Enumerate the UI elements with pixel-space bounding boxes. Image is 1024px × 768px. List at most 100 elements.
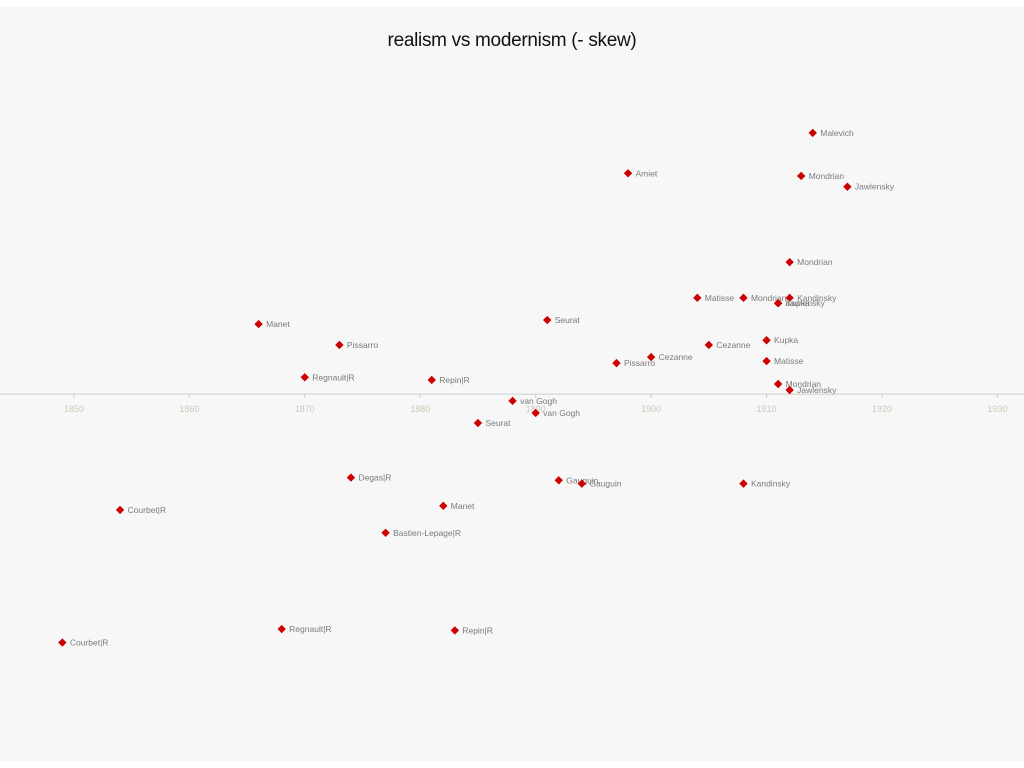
diamond-marker: [427, 375, 436, 385]
diamond-marker: [808, 128, 817, 138]
point-label: Manet: [266, 319, 290, 329]
data-point: Repin|R: [450, 625, 493, 635]
diamond-marker: [381, 528, 390, 537]
point-label: Repin|R: [462, 625, 493, 635]
point-label: Kandinsky: [797, 293, 837, 303]
point-label: Seurat: [555, 315, 581, 325]
diamond-marker: [577, 479, 587, 488]
data-point: Regnault|R: [277, 624, 332, 634]
point-label: Amiet: [636, 168, 658, 178]
x-tick-label: 1910: [757, 404, 777, 414]
data-point: Cezanne: [646, 352, 693, 362]
diamond-marker: [439, 501, 448, 511]
point-label: Courbet|R: [70, 638, 109, 648]
diamond-marker: [473, 418, 483, 428]
point-label: Repin|R: [439, 375, 470, 385]
data-point: Mondrian: [739, 293, 787, 303]
data-point: Manet: [254, 319, 290, 329]
diamond-marker: [300, 373, 309, 382]
data-point: Jawlensky: [843, 182, 895, 192]
diamond-marker: [646, 352, 656, 362]
data-point: van Gogh: [508, 396, 557, 406]
point-label: Matisse: [705, 293, 735, 303]
plot-area: [0, 7, 1024, 761]
data-point: Bastien-Lepage|R: [381, 528, 461, 538]
x-tick-label: 1930: [987, 404, 1007, 414]
point-label: Jawlensky: [797, 385, 837, 395]
data-point: Degas|R: [346, 473, 391, 483]
point-label: Manet: [451, 501, 475, 511]
data-point: Pissarro: [612, 358, 655, 368]
point-label: Cezanne: [716, 340, 750, 350]
point-label: Cezanne: [659, 352, 693, 362]
data-point: Seurat: [543, 315, 580, 325]
point-label: Courbet|R: [128, 505, 167, 515]
point-label: Bastien-Lepage|R: [393, 528, 461, 538]
data-point: Courbet|R: [58, 638, 108, 648]
data-point: Malevich: [808, 128, 854, 138]
diamond-marker: [785, 257, 794, 267]
data-point: van Gogh: [531, 408, 580, 418]
data-point: Amiet: [623, 168, 658, 178]
x-tick-label: 1860: [179, 404, 199, 414]
diamond-marker: [277, 624, 286, 634]
diamond-marker: [785, 293, 794, 303]
point-label: Kupka: [774, 335, 798, 345]
data-point: Pissarro: [335, 340, 378, 350]
point-label: Gauguin: [589, 479, 621, 489]
x-tick-label: 1900: [641, 404, 661, 414]
data-point: Regnault|R: [300, 372, 355, 382]
point-label: Degas|R: [358, 473, 391, 483]
point-label: Mondrian: [797, 257, 833, 267]
x-tick-label: 1850: [64, 404, 84, 414]
data-point: Jawlensky: [785, 385, 837, 395]
data-point: Mondrian: [773, 379, 822, 389]
data-point: Jawlensky: [773, 298, 826, 308]
diamond-marker: [773, 299, 783, 308]
point-label: Matisse: [774, 356, 804, 366]
chart-title: realism vs modernism (- skew): [387, 30, 637, 51]
diamond-marker: [762, 356, 771, 366]
diamond-marker: [543, 315, 552, 325]
diamond-marker: [773, 379, 783, 389]
point-label: Regnault|R: [312, 372, 354, 382]
data-point: Matisse: [693, 293, 734, 303]
data-point: Mondrian: [785, 257, 833, 267]
diamond-marker: [450, 626, 460, 635]
diamond-marker: [762, 336, 771, 345]
data-point: Kandinsky: [739, 479, 791, 489]
point-label: Mondrian: [751, 293, 787, 303]
x-tick-label: 1870: [295, 404, 315, 414]
diamond-marker: [115, 505, 125, 515]
diamond-marker: [739, 293, 748, 303]
diamond-marker: [346, 473, 356, 482]
data-point: Repin|R: [427, 375, 470, 385]
diamond-marker: [796, 171, 806, 181]
diamond-marker: [58, 638, 67, 647]
diamond-marker: [254, 319, 263, 329]
x-tick-label: 1920: [872, 404, 892, 414]
point-label: Kandinsky: [751, 479, 791, 489]
data-point: Cezanne: [704, 340, 751, 350]
point-label: Jawlensky: [786, 298, 826, 308]
diamond-marker: [335, 340, 344, 350]
data-point: Kandinsky: [785, 293, 837, 303]
point-label: Seurat: [485, 418, 511, 428]
diamond-marker: [739, 479, 748, 488]
point-label: van Gogh: [520, 396, 557, 406]
point-label: Pissarro: [347, 340, 378, 350]
data-point: Matisse: [762, 356, 804, 366]
diamond-marker: [623, 169, 633, 178]
point-label: Malevich: [820, 128, 854, 138]
data-point: Mondrian: [796, 171, 844, 181]
point-label: van Gogh: [543, 408, 580, 418]
data-point: Seurat: [473, 418, 511, 428]
diamond-marker: [704, 340, 714, 350]
diamond-marker: [693, 293, 702, 303]
data-point: Courbet|R: [115, 505, 167, 515]
diamond-marker: [612, 358, 621, 368]
point-label: Mondrian: [786, 379, 822, 389]
diamond-marker: [554, 476, 563, 485]
